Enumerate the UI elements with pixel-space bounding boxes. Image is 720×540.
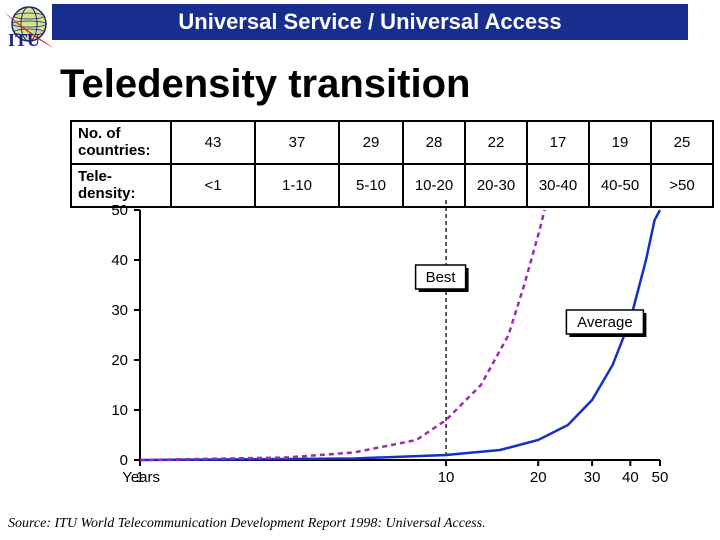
svg-text:0: 0	[120, 452, 128, 469]
table-row: No. of countries: 4337292822171925	[71, 121, 713, 164]
table-cell: 43	[171, 121, 255, 164]
table-cell: 22	[465, 121, 527, 164]
row1-header: No. of countries:	[71, 121, 171, 164]
svg-text:20: 20	[530, 469, 547, 486]
source-text: Source: ITU World Telecommunication Deve…	[8, 516, 486, 532]
svg-text:10: 10	[111, 402, 128, 419]
svg-text:10: 10	[438, 469, 455, 486]
table-cell: 25	[651, 121, 713, 164]
svg-text:Best: Best	[426, 269, 457, 286]
header-title: Universal Service / Universal Access	[178, 9, 561, 35]
svg-text:40: 40	[622, 469, 639, 486]
table-cell: 17	[527, 121, 589, 164]
svg-text:50: 50	[652, 469, 669, 486]
svg-text:50: 50	[111, 202, 128, 219]
svg-text:20: 20	[111, 352, 128, 369]
svg-text:Years: Years	[122, 469, 160, 486]
slide-title: Teledensity transition	[60, 62, 470, 107]
table-cell: 29	[339, 121, 403, 164]
table-cell: 19	[589, 121, 651, 164]
header-bar: Universal Service / Universal Access	[52, 4, 688, 40]
svg-text:30: 30	[584, 469, 601, 486]
teledensity-table: No. of countries: 4337292822171925 Tele-…	[70, 120, 714, 208]
svg-text:ITU: ITU	[8, 30, 40, 50]
svg-text:Average: Average	[577, 314, 633, 331]
svg-text:40: 40	[111, 252, 128, 269]
table-cell: 28	[403, 121, 465, 164]
table-cell: 37	[255, 121, 339, 164]
teledensity-chart: 0102030405011020304050YearsBestAverage	[90, 200, 670, 500]
svg-text:30: 30	[111, 302, 128, 319]
itu-logo: ITU	[2, 2, 56, 56]
